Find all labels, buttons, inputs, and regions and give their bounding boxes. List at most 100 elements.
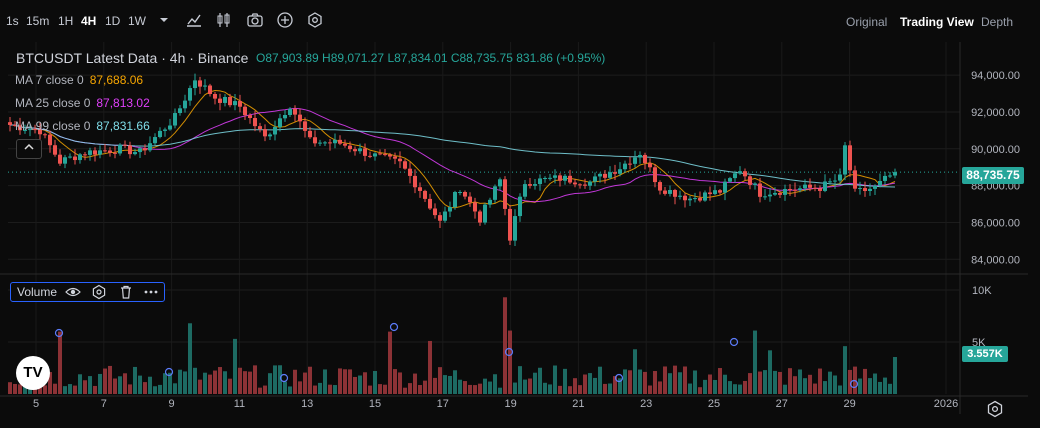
candle-body xyxy=(73,156,77,161)
volume-bar xyxy=(18,384,22,394)
timeframe-1s[interactable]: 1s xyxy=(6,14,19,28)
candle-body xyxy=(413,175,417,188)
volume-bar xyxy=(128,384,132,394)
timeframe-1h[interactable]: 1H xyxy=(58,14,74,28)
candle-body xyxy=(738,171,742,174)
volume-bar xyxy=(53,383,57,394)
ma25-line xyxy=(9,107,896,203)
volume-bar xyxy=(453,370,457,394)
price-tick-label: 86,000.00 xyxy=(971,217,1020,229)
volume-bar xyxy=(403,387,407,394)
volume-bar xyxy=(348,369,352,394)
chart-settings-icon[interactable] xyxy=(986,400,1004,418)
volume-bar xyxy=(698,387,702,394)
candle-body xyxy=(468,196,472,203)
candle-body xyxy=(478,211,482,223)
tab-original[interactable]: Original xyxy=(846,15,888,29)
candle-body xyxy=(643,154,647,164)
add-icon[interactable] xyxy=(276,11,294,29)
tab-trading-view[interactable]: Trading View xyxy=(900,15,974,29)
candle-body xyxy=(403,161,407,169)
candle-body xyxy=(593,176,597,182)
volume-bar xyxy=(433,377,437,394)
volume-bar xyxy=(203,372,207,394)
timeframe-15m[interactable]: 15m xyxy=(26,14,50,28)
candle-body xyxy=(438,215,442,221)
volume-bar xyxy=(598,366,602,394)
candle-body xyxy=(588,181,592,186)
candle-body xyxy=(613,172,617,174)
timeframe-4h[interactable]: 4H xyxy=(81,14,97,28)
volume-tick-label: 10K xyxy=(972,285,992,297)
candle-body xyxy=(253,118,257,127)
candle-body xyxy=(618,169,622,174)
price-tick-label: 92,000.00 xyxy=(971,107,1020,119)
candle-body xyxy=(163,129,167,131)
indicators-icon[interactable] xyxy=(185,11,203,29)
candle-body xyxy=(628,163,632,165)
candle-body xyxy=(48,134,52,146)
volume-bar xyxy=(863,368,867,394)
volume-bar xyxy=(778,371,782,394)
candle-body xyxy=(133,152,137,155)
candle-body xyxy=(848,145,852,171)
tab-depth[interactable]: Depth xyxy=(981,15,1014,29)
price-tick-label: 90,000.00 xyxy=(971,144,1020,156)
candle-body xyxy=(63,157,67,164)
gear-icon[interactable] xyxy=(91,284,107,300)
event-marker xyxy=(614,373,624,383)
camera-icon[interactable] xyxy=(246,11,264,29)
volume-bar xyxy=(168,372,172,394)
volume-bar xyxy=(868,378,872,394)
timeframe-1w[interactable]: 1W xyxy=(128,14,146,28)
chevron-down-icon[interactable] xyxy=(155,11,173,29)
ma25-legend[interactable]: MA 25 close 0 87,813.02 xyxy=(15,96,150,110)
candle-body xyxy=(58,154,62,164)
timeframe-1d[interactable]: 1D xyxy=(105,14,121,28)
volume-bar xyxy=(43,385,47,394)
ma99-legend[interactable]: MA 99 close 0 87,831.66 xyxy=(15,119,150,133)
candle-body xyxy=(698,198,702,201)
candle-body xyxy=(198,80,202,87)
volume-bar xyxy=(88,376,92,394)
volume-bar xyxy=(543,382,547,394)
candle-body xyxy=(563,175,567,181)
candle-body xyxy=(428,198,432,209)
time-tick-label: 25 xyxy=(708,398,720,410)
candle-body xyxy=(883,175,887,181)
candle-body xyxy=(568,175,572,183)
volume-bar xyxy=(613,376,617,394)
event-marker xyxy=(849,379,859,389)
candle-body xyxy=(98,150,102,155)
candle-style-icon[interactable] xyxy=(215,11,233,29)
more-icon[interactable] xyxy=(143,284,159,300)
collapse-legend-button[interactable] xyxy=(16,139,42,159)
candle-body xyxy=(398,158,402,162)
candle-body xyxy=(323,142,327,144)
candle-body xyxy=(638,154,642,158)
candle-body xyxy=(653,167,657,183)
ma7-legend[interactable]: MA 7 close 0 87,688.06 xyxy=(15,73,143,87)
candlestick-chart[interactable]: 94,000.0092,000.0090,000.0088,000.0086,0… xyxy=(0,42,1040,428)
volume-bar xyxy=(113,378,117,394)
volume-bar xyxy=(833,375,837,394)
ma7-value: 87,688.06 xyxy=(89,73,144,87)
candle-body xyxy=(488,199,492,205)
chart-grid xyxy=(0,42,1028,414)
volume-bar xyxy=(588,373,592,394)
volume-bar xyxy=(143,382,147,394)
candle-body xyxy=(718,190,722,193)
settings-icon[interactable] xyxy=(306,11,324,29)
volume-legend[interactable]: Volume xyxy=(10,282,165,302)
candle-body xyxy=(858,188,862,190)
trash-icon[interactable] xyxy=(118,284,134,300)
volume-bar xyxy=(258,387,262,394)
volume-bar xyxy=(428,340,432,394)
candle-body xyxy=(298,114,302,122)
volume-bar xyxy=(618,378,622,394)
candle-body xyxy=(708,192,712,195)
candle-body xyxy=(783,188,787,195)
candle-body xyxy=(188,88,192,101)
volume-bar xyxy=(673,365,677,394)
eye-icon[interactable] xyxy=(65,284,81,300)
